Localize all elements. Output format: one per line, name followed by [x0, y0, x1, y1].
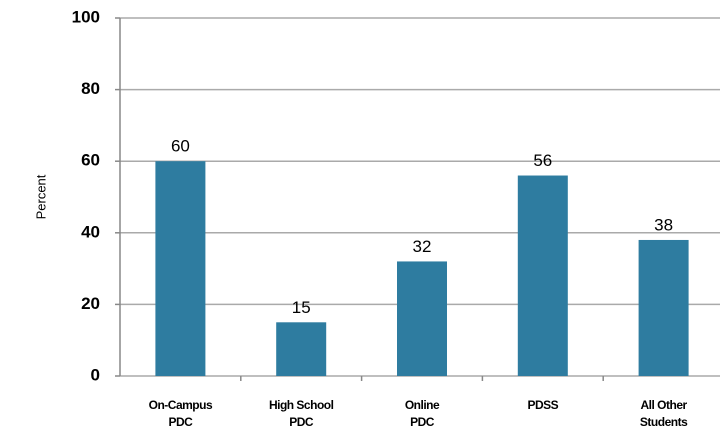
data-label: 38	[654, 215, 673, 234]
data-label: 32	[413, 237, 432, 256]
x-tick-label: Online	[405, 398, 440, 412]
bar	[517, 175, 568, 376]
data-label: 60	[171, 137, 190, 156]
x-tick-label: PDC	[289, 415, 314, 429]
x-tick-label: On-Campus	[149, 398, 213, 412]
x-tick-label: Students	[640, 415, 688, 429]
y-axis-title: Percent	[33, 174, 48, 219]
x-tick-label: High School	[269, 398, 334, 412]
y-tick-label: 20	[81, 294, 100, 313]
x-tick-label: PDC	[410, 415, 435, 429]
bar	[638, 239, 689, 376]
y-tick-label: 0	[91, 365, 100, 384]
bar	[397, 261, 447, 376]
y-tick-label: 80	[81, 79, 100, 98]
bar	[155, 161, 206, 376]
y-tick-label: 100	[72, 7, 100, 26]
y-tick-label: 60	[81, 151, 100, 170]
data-label: 56	[533, 151, 552, 170]
x-tick-label: PDSS	[527, 398, 558, 412]
x-tick-label: All Other	[641, 398, 688, 412]
data-label: 15	[292, 298, 311, 317]
y-tick-label: 40	[81, 222, 100, 241]
bar	[276, 322, 327, 376]
x-tick-label: PDC	[168, 415, 193, 429]
